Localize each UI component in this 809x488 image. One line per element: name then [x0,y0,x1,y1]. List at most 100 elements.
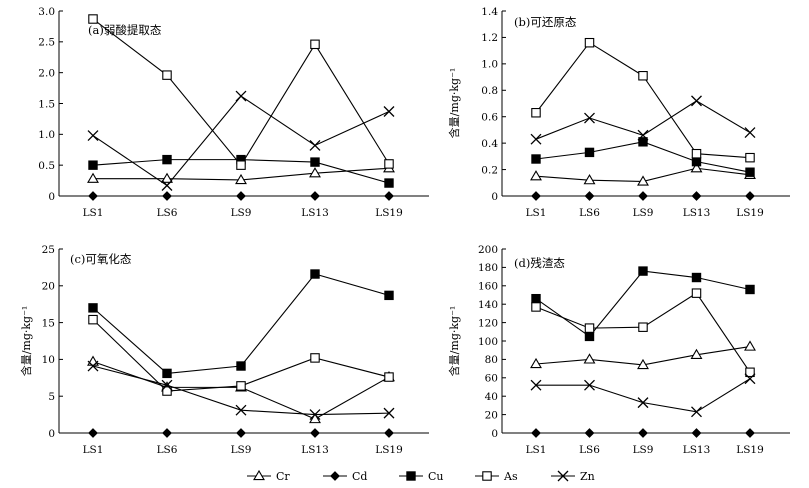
data-point-zn [637,129,649,141]
legend: Cr Cd Cu As Zn [247,469,595,483]
y-tick-label: 0.4 [481,138,498,150]
y-tick-label: 1.0 [38,129,55,141]
legend-label-cr: Cr [276,470,290,483]
series-line-as [92,18,390,167]
data-point-zn [87,360,99,372]
data-point-cr [309,412,321,424]
data-point-cd [384,191,394,201]
data-point-cu [384,290,394,301]
y-tick-label: 1.5 [38,98,55,110]
x-tick-label: LS13 [683,207,711,219]
x-tick-label: LS6 [157,207,178,219]
data-point-cu [531,154,541,164]
data-point-as [88,14,98,24]
data-point-cu [638,137,648,147]
data-point-zn [584,379,595,391]
y-tick-label: 0.8 [481,85,498,97]
legend-marker-as [482,471,492,481]
y-axis-label: 含量/mg·kg⁻¹ [447,68,461,139]
data-point-zn [584,112,595,124]
data-point-cr [87,172,99,183]
x-tick-label: LS1 [526,444,547,456]
y-axis-label: 含量/mg·kg⁻¹ [19,306,33,377]
data-point-cu [745,167,755,177]
y-tick-label: 120 [478,317,498,329]
data-point-cu [584,147,595,158]
y-tick-label: 2.5 [38,37,55,49]
data-point-cd [236,428,246,438]
y-tick-label: 140 [478,299,498,311]
data-point-cd [88,191,98,201]
data-point-cu [691,156,702,167]
y-tick-label: 2.0 [38,67,55,79]
data-point-cd [88,428,98,438]
y-tick-label: 160 [478,281,498,293]
data-point-cd [531,428,541,438]
series-line-cu [92,273,390,374]
y-tick-label: 1.2 [481,32,498,44]
data-point-cd [310,191,320,201]
data-point-as [745,367,755,378]
data-point-cr [583,174,596,185]
y-tick-label: 200 [478,244,498,256]
y-tick-label: 0.6 [481,112,498,124]
data-point-as [531,108,541,118]
data-point-zn [691,95,702,107]
chart-panel-c: 0 5 10 15 20 25 LS1 LS6 LS9 LS13 LS19 (c)可氧化态含量/mg·… [19,244,429,456]
data-point-as [310,353,320,363]
y-tick-label: 3.0 [38,6,55,18]
legend-label-cd: Cd [352,470,367,483]
data-point-cd [531,191,541,201]
data-point-cd [638,428,648,438]
data-point-as [236,381,246,391]
data-point-cu [236,361,246,371]
y-tick-label: 10 [42,354,55,366]
data-point-as [384,159,394,169]
x-tick-label: LS1 [83,207,104,219]
x-tick-label: LS19 [736,207,764,219]
x-tick-label: LS1 [83,444,104,456]
y-tick-label: 1.0 [481,59,498,71]
data-point-zn [383,106,395,117]
data-point-as [691,288,702,298]
series-line-zn [536,378,751,413]
y-tick-label: 5 [48,391,55,403]
x-tick-label: LS13 [301,207,329,219]
data-point-cd [236,191,246,201]
data-point-cu [638,266,648,276]
x-tick-label: LS19 [736,444,764,456]
data-point-cu [88,303,98,313]
data-point-cu [691,272,702,283]
y-tick-label: 1.4 [481,6,498,18]
data-point-as [745,152,755,163]
chart-panel-b: 0 0.2 0.4 0.6 0.8 1.0 1.2 1.4 LS1 LS6 LS9 LS13 LS19 (… [447,6,790,219]
data-point-as [384,372,394,382]
data-point-cr [637,175,649,186]
y-axis-label: 含量/mg·kg⁻¹ [447,306,461,377]
data-point-cr [161,172,173,183]
data-point-zn [637,397,649,409]
legend-label-as: As [503,470,518,483]
series-line-zn [92,95,390,187]
y-tick-label: 40 [485,391,498,403]
data-point-cd [162,428,172,438]
legend-marker-cd [330,471,340,481]
legend-label-cu: Cu [428,470,444,483]
data-point-as [638,322,648,332]
data-point-cd [745,428,755,438]
series-line-zn [535,100,751,140]
x-tick-label: LS6 [579,207,600,219]
x-tick-label: LS9 [231,207,252,219]
data-point-cr [309,167,321,178]
data-point-cr [690,162,703,173]
y-tick-label: 80 [485,354,498,366]
data-point-as [584,37,595,48]
data-point-cd [691,428,702,438]
data-point-zn [744,127,756,139]
x-tick-label: LS6 [579,444,600,456]
x-tick-label: LS9 [633,207,654,219]
y-tick-label: 0.2 [481,164,498,176]
data-point-cr [690,348,703,359]
chart-panel-a: 0 0.5 1.0 1.5 2.0 2.5 3.0 LS1 LS6 LS9 LS13 LS19 (a)弱… [38,6,429,219]
y-tick-label: 180 [478,262,498,274]
